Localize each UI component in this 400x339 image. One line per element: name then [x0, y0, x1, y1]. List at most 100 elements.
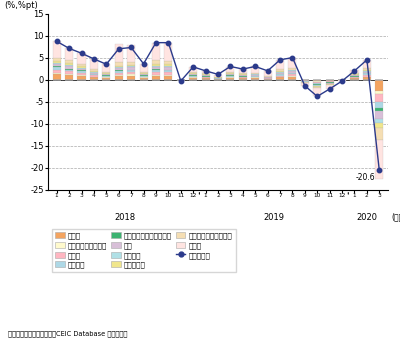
- Bar: [115, 71, 123, 73]
- Bar: [276, 69, 284, 71]
- Bar: [375, 119, 383, 123]
- Bar: [288, 76, 296, 77]
- Bar: [189, 77, 197, 78]
- Text: 2020: 2020: [356, 213, 378, 222]
- Bar: [78, 68, 86, 71]
- Bar: [239, 74, 247, 75]
- Bar: [251, 78, 259, 80]
- Bar: [264, 79, 272, 80]
- Bar: [152, 67, 160, 69]
- Bar: [375, 102, 383, 108]
- Bar: [127, 71, 135, 72]
- Bar: [350, 75, 358, 76]
- Bar: [202, 74, 210, 75]
- Bar: [239, 76, 247, 77]
- Bar: [53, 58, 61, 61]
- Bar: [226, 74, 234, 75]
- Bar: [313, 82, 321, 83]
- Bar: [65, 65, 73, 66]
- Bar: [152, 60, 160, 64]
- Bar: [313, 86, 321, 87]
- Bar: [78, 64, 86, 66]
- Bar: [202, 78, 210, 80]
- Bar: [164, 67, 172, 69]
- Bar: [189, 74, 197, 75]
- Bar: [375, 80, 383, 91]
- Bar: [78, 73, 86, 75]
- Bar: [115, 68, 123, 70]
- Bar: [251, 75, 259, 76]
- Bar: [53, 66, 61, 67]
- Bar: [152, 70, 160, 72]
- Bar: [90, 69, 98, 71]
- Bar: [78, 75, 86, 76]
- Bar: [375, 128, 383, 140]
- Bar: [363, 74, 371, 75]
- Bar: [65, 63, 73, 65]
- Bar: [326, 84, 334, 85]
- Bar: [363, 70, 371, 71]
- Bar: [90, 75, 98, 77]
- Bar: [326, 82, 334, 83]
- Bar: [375, 111, 383, 119]
- Bar: [152, 72, 160, 75]
- Bar: [313, 87, 321, 88]
- Bar: [276, 60, 284, 69]
- Bar: [102, 77, 110, 78]
- Bar: [78, 53, 86, 64]
- Bar: [140, 75, 148, 76]
- Bar: [301, 82, 309, 83]
- Bar: [78, 71, 86, 73]
- Bar: [90, 71, 98, 72]
- Bar: [313, 88, 321, 96]
- Bar: [102, 64, 110, 72]
- Bar: [276, 71, 284, 72]
- Text: 2019: 2019: [263, 213, 284, 222]
- Bar: [115, 67, 123, 68]
- Bar: [127, 74, 135, 76]
- Bar: [127, 66, 135, 67]
- Bar: [288, 74, 296, 76]
- Bar: [363, 75, 371, 77]
- Bar: [152, 76, 160, 80]
- Bar: [127, 65, 135, 66]
- Bar: [152, 64, 160, 65]
- Bar: [239, 75, 247, 76]
- Bar: [239, 69, 247, 74]
- Bar: [226, 72, 234, 73]
- Bar: [90, 77, 98, 78]
- Bar: [214, 75, 222, 77]
- Bar: [152, 75, 160, 76]
- Bar: [350, 73, 358, 74]
- Bar: [226, 75, 234, 76]
- Bar: [264, 78, 272, 79]
- Bar: [276, 74, 284, 76]
- Bar: [115, 70, 123, 71]
- Text: (%,%pt): (%,%pt): [4, 1, 38, 10]
- Bar: [226, 78, 234, 80]
- Bar: [375, 140, 383, 179]
- Bar: [301, 80, 309, 81]
- Bar: [276, 76, 284, 77]
- Bar: [214, 78, 222, 79]
- Bar: [164, 43, 172, 61]
- Bar: [350, 77, 358, 78]
- Bar: [276, 73, 284, 74]
- Bar: [363, 78, 371, 80]
- Bar: [53, 74, 61, 80]
- Bar: [65, 74, 73, 75]
- Bar: [102, 75, 110, 76]
- Bar: [65, 69, 73, 71]
- Bar: [115, 44, 123, 62]
- Bar: [140, 72, 148, 73]
- Bar: [53, 73, 61, 74]
- Bar: [251, 76, 259, 77]
- Bar: [239, 77, 247, 78]
- Bar: [226, 76, 234, 77]
- Bar: [140, 78, 148, 80]
- Bar: [90, 73, 98, 74]
- Bar: [65, 71, 73, 74]
- Bar: [102, 72, 110, 74]
- Bar: [140, 77, 148, 78]
- Bar: [164, 75, 172, 76]
